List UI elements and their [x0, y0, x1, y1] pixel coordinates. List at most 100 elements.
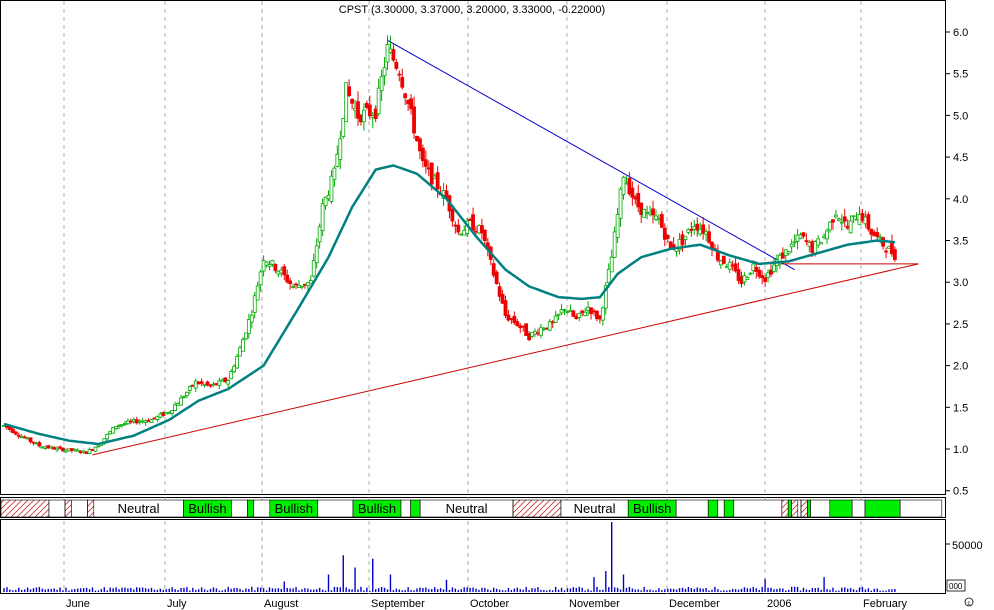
- y-tick-label: 0.5: [953, 486, 968, 498]
- candle: [603, 281, 608, 315]
- indicator-band-neutral: [48, 499, 66, 518]
- candle: [816, 235, 821, 249]
- candle: [16, 432, 21, 439]
- candle: [668, 241, 673, 249]
- price-panel: [0, 0, 946, 495]
- candle: [884, 247, 888, 259]
- candle: [270, 259, 275, 267]
- candle: [665, 234, 670, 243]
- candle: [500, 289, 505, 305]
- indicator-band-neutral: [231, 499, 248, 518]
- candle: [851, 215, 856, 224]
- candle: [111, 427, 116, 434]
- candle: [736, 262, 741, 284]
- candle: [651, 200, 655, 224]
- candle: [170, 409, 175, 416]
- candle: [760, 270, 765, 285]
- candle: [61, 447, 65, 452]
- band-label: Neutral: [446, 501, 488, 516]
- candle: [831, 219, 835, 230]
- candle: [300, 285, 304, 290]
- x-tick-label: February: [863, 598, 908, 610]
- candle: [314, 238, 319, 269]
- candle: [754, 261, 759, 279]
- candle: [252, 292, 257, 319]
- indicator-band-neutral: Neutral: [419, 499, 514, 518]
- candle: [530, 332, 534, 339]
- indicator-band-bullish: Bullish: [269, 499, 319, 518]
- candle: [308, 275, 313, 284]
- candle: [285, 269, 290, 284]
- candle: [618, 186, 623, 227]
- candle: [335, 145, 340, 168]
- candle: [745, 276, 750, 280]
- candle: [686, 228, 691, 235]
- indicator-band-neutral: [400, 499, 411, 518]
- candle: [350, 98, 355, 110]
- candle: [120, 424, 124, 429]
- y-tick-label: 2.5: [953, 319, 968, 331]
- candle: [338, 130, 343, 170]
- candle: [866, 211, 871, 232]
- candle: [842, 208, 847, 228]
- trendline-resistance: [387, 39, 795, 271]
- candle: [418, 136, 422, 160]
- candle: [187, 385, 192, 395]
- x-tick-label: July: [167, 598, 187, 610]
- candle: [214, 383, 219, 386]
- indicator-band-bullish: Bullish: [352, 499, 402, 518]
- candle: [58, 445, 62, 450]
- candle: [689, 221, 694, 237]
- candle: [757, 266, 762, 280]
- candle: [707, 224, 711, 245]
- candle: [733, 256, 738, 273]
- candle: [595, 309, 599, 322]
- candle: [182, 395, 186, 399]
- candle: [305, 282, 310, 292]
- candle: [149, 418, 154, 424]
- candle: [249, 310, 254, 329]
- candle: [173, 401, 178, 411]
- moving-average-line: [3, 164, 896, 446]
- candle: [22, 435, 27, 439]
- candle: [662, 223, 667, 247]
- candle: [114, 425, 118, 431]
- candle: [376, 78, 381, 117]
- candle: [235, 353, 239, 370]
- indicator-band-bullish: [864, 499, 901, 518]
- candle: [264, 261, 269, 268]
- svg-text:c: c: [968, 601, 971, 607]
- candle: [479, 218, 484, 240]
- x-tick-label: September: [371, 598, 425, 610]
- candle: [482, 229, 487, 247]
- indicator-bands: Neutral Bullish Bullish Bullish Neutral Neutr…: [0, 499, 943, 518]
- candle: [320, 198, 325, 236]
- candle: [524, 323, 529, 336]
- indicator-band-bullish: [707, 499, 719, 518]
- indicator-band-bullish: [723, 499, 735, 518]
- candle: [654, 209, 658, 222]
- candle: [539, 323, 543, 339]
- candle: [258, 269, 263, 292]
- x-tick-label: October: [470, 598, 509, 610]
- candle: [55, 446, 59, 453]
- candle: [105, 433, 110, 442]
- band-label: Neutral: [574, 501, 616, 516]
- indicator-band-bearish: [64, 499, 72, 518]
- candle: [232, 364, 237, 374]
- candle: [893, 246, 897, 262]
- candle: [491, 259, 496, 278]
- candle: [772, 258, 776, 274]
- candle: [217, 377, 222, 390]
- candle: [556, 313, 561, 320]
- band-label: Bullish: [275, 501, 313, 516]
- candle: [627, 171, 632, 196]
- candle: [311, 253, 316, 278]
- indicator-band-bullish: [410, 499, 421, 518]
- indicator-band-neutral: [810, 499, 831, 518]
- indicator-band-bullish: [787, 499, 792, 518]
- indicator-band-neutral: Neutral: [93, 499, 184, 518]
- candle: [834, 210, 838, 219]
- candle: [356, 91, 360, 127]
- candle: [273, 263, 278, 273]
